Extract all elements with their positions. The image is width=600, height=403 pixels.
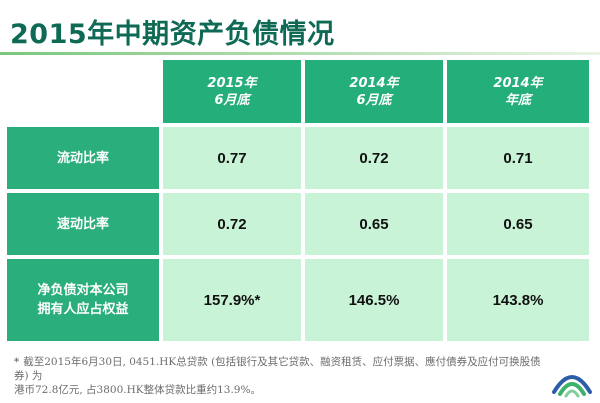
table-cell: 0.72 [305, 127, 447, 193]
table-cell: 0.65 [305, 193, 447, 259]
table-cell: 0.72 [163, 193, 305, 259]
balance-sheet-table: 2015年 6月底 2014年 6月底 2014年 年底 流动比率 0.77 0… [7, 60, 589, 341]
table-corner [7, 60, 163, 127]
table-cell: 0.77 [163, 127, 305, 193]
row-label-text: 净负债对本公司 [37, 283, 129, 298]
column-header-2014-year-end: 2014年 年底 [447, 60, 589, 127]
column-header-2015-jun: 2015年 6月底 [163, 60, 305, 127]
footnote-line: 截至2015年6月30日, 0451.HK总贷款 (包括银行及其它贷款、融资租赁… [14, 356, 541, 382]
row-label-current-ratio: 流动比率 [7, 127, 163, 193]
footnote-line: 港币72.8亿元, 占3800.HK整体贷款比重约13.9%。 [14, 384, 261, 396]
row-label-net-debt-to-equity: 净负债对本公司 拥有人应占权益 [7, 259, 163, 341]
column-header-year: 2014年 [493, 75, 543, 91]
footnote-marker: * [14, 356, 20, 368]
column-header-2014-jun: 2014年 6月底 [305, 60, 447, 127]
row-label-text: 拥有人应占权益 [37, 302, 129, 317]
table-cell: 0.65 [447, 193, 589, 259]
table-cell: 143.8% [447, 259, 589, 341]
footnote: * 截至2015年6月30日, 0451.HK总贷款 (包括银行及其它贷款、融资租… [14, 355, 544, 397]
column-header-period: 年底 [504, 92, 531, 108]
company-logo-icon [552, 375, 592, 398]
row-label-quick-ratio: 速动比率 [7, 193, 163, 259]
page-title: 2015年中期资产负债情况 [10, 19, 335, 50]
table-cell: 157.9%* [163, 259, 305, 341]
row-label-text: 流动比率 [56, 150, 109, 166]
column-header-year: 2014年 [349, 75, 399, 91]
title-divider [0, 52, 600, 55]
table-cell: 0.71 [447, 127, 589, 193]
column-header-period: 6月底 [214, 92, 250, 108]
column-header-period: 6月底 [356, 92, 392, 108]
table-cell: 146.5% [305, 259, 447, 341]
column-header-year: 2015年 [207, 75, 257, 91]
row-label-text: 速动比率 [56, 216, 109, 232]
